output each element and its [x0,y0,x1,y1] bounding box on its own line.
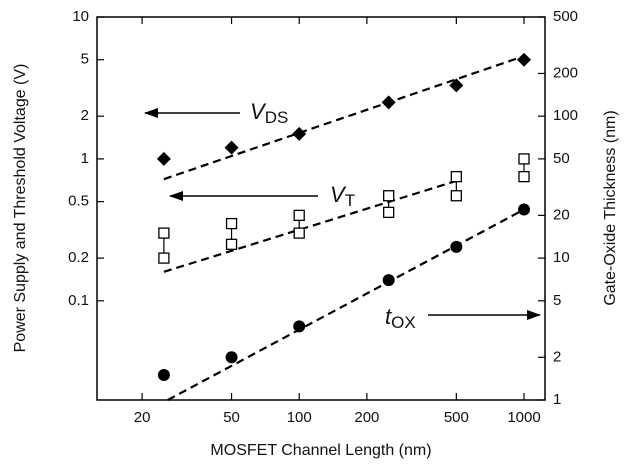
x-tick-label: 500 [444,409,469,426]
fit-line [163,55,525,181]
square-marker [450,190,462,202]
square-marker [518,153,530,165]
fit-line [167,208,525,401]
y-tick-label: 0.2 [68,249,89,266]
y2-axis-label: Gate-Oxide Thickness (nm) [602,110,619,305]
y-tick-label: 2 [81,107,89,124]
square-marker [225,217,238,230]
annotation-text: V [330,182,347,207]
y-tick-label: 0.5 [68,193,89,210]
plot-frame [96,16,546,401]
annotation-text: t [385,304,392,329]
x-tick-label: 1000 [507,409,540,426]
diamond-marker [517,52,532,67]
diamond-marker [381,95,396,110]
y2-tick-label: 500 [553,8,578,25]
annotation-subscript: DS [265,108,289,127]
diamond-marker [156,151,171,166]
square-marker [450,170,462,183]
square-marker [518,170,530,183]
y2-tick-label: 10 [553,249,570,266]
x-axis-label: MOSFET Channel Length (nm) [210,442,431,459]
y2-tick-label: 1 [553,391,561,408]
square-marker [383,190,395,202]
y-tick-label: 1 [81,150,89,167]
diamond-marker [292,126,307,141]
circle-marker [382,274,395,287]
y-axis-label: Power Supply and Threshold Voltage (V) [12,64,29,353]
diamond-marker [224,140,239,155]
y-tick-label: 5 [81,51,89,68]
y-tick-label: 10 [72,8,89,25]
diamond-marker [449,78,464,93]
y2-tick-label: 20 [553,206,570,223]
annotation-text: V [250,99,267,124]
square-marker [293,227,305,239]
annotation-subscript: T [345,191,355,210]
circle-marker [157,369,170,382]
circle-marker [450,240,463,253]
circle-marker [293,320,306,333]
annotation: VT [330,182,355,211]
x-tick-label: 200 [354,409,379,426]
y2-tick-label: 200 [553,64,578,81]
square-marker [383,206,395,219]
square-marker [158,227,170,239]
circle-marker [518,203,531,216]
x-tick-label: 50 [223,409,240,426]
square-marker [293,209,305,222]
square-marker [158,252,170,264]
y2-tick-label: 100 [553,107,578,124]
annotation: VDS [250,99,288,128]
x-tick-label: 20 [134,409,151,426]
annotation-subscript: OX [391,313,416,332]
x-tick-label: 100 [287,409,312,426]
fit-line [163,179,457,273]
square-marker [225,238,238,250]
circle-marker [225,351,238,364]
annotation: tOX [385,304,416,333]
y2-tick-label: 50 [553,150,570,167]
y2-tick-label: 2 [553,348,561,365]
y2-tick-label: 5 [553,292,561,309]
y-tick-label: 0.1 [68,292,89,309]
